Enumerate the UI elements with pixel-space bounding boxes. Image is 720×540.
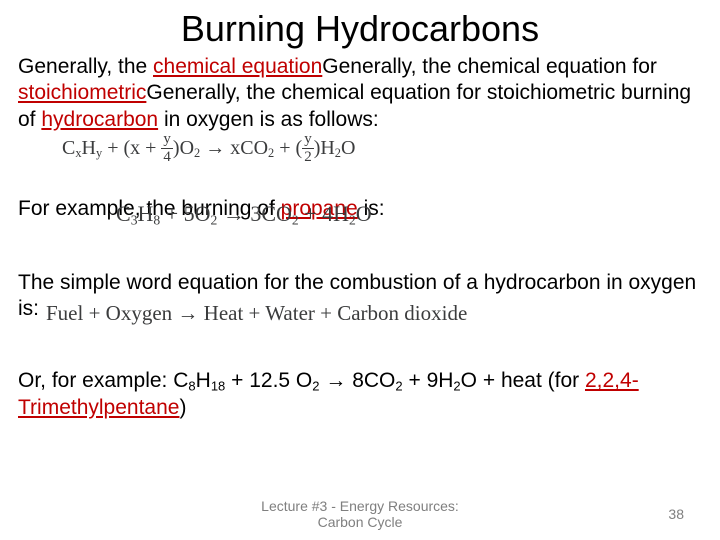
eq-txt: C: [116, 201, 131, 226]
eq-txt: H: [82, 137, 96, 159]
equation-word: Fuel + Oxygen → Heat + Water + Carbon di…: [46, 300, 702, 326]
sub: 2: [312, 379, 319, 394]
footer: Lecture #3 - Energy Resources: Carbon Cy…: [0, 498, 720, 530]
eq-txt: )H: [314, 137, 335, 159]
eq-txt: + 5O: [160, 201, 210, 226]
slide-title: Burning Hydrocarbons: [0, 0, 720, 50]
text-run: Or, for example: C: [18, 369, 188, 392]
eq-txt: + (x +: [102, 137, 161, 159]
eq-frac: y2: [302, 132, 314, 165]
eq-frac: y4: [161, 132, 173, 165]
text-run: → 8CO: [320, 369, 396, 392]
sub: 8: [188, 379, 195, 394]
eq-sub: 2: [292, 212, 299, 227]
text-run: Generally, the chemical equation for: [322, 55, 657, 78]
eq-den: 2: [302, 149, 314, 165]
footer-line1: Lecture #3 - Energy Resources:: [0, 498, 720, 514]
eq-den: 4: [161, 149, 173, 165]
text-run: H: [196, 369, 211, 392]
example-paragraph: Or, for example: C8H18 + 12.5 O2 → 8CO2 …: [18, 368, 702, 421]
eq-sub: 2: [349, 212, 356, 227]
eq-num: y: [161, 132, 173, 149]
eq-txt: O: [356, 201, 372, 226]
sub: 2: [453, 379, 460, 394]
eq-sub: 3: [131, 212, 138, 227]
eq-txt: → 3CO: [217, 201, 292, 226]
text-run: O + heat (for: [461, 369, 585, 392]
eq-txt: → xCO: [200, 137, 268, 159]
intro-paragraph: Generally, the chemical equationGenerall…: [18, 54, 702, 166]
eq-num: y: [302, 132, 314, 149]
text-run: in oxygen is as follows:: [158, 108, 379, 131]
equation-general: CxHy + (x + y4)O2 → xCO2 + (y2)H2O: [62, 133, 355, 166]
eq-txt: C: [62, 137, 75, 159]
propane-section: For example, the burning of propane is: …: [18, 196, 702, 228]
text-run: Generally, the: [18, 55, 153, 78]
word-eq-section: The simple word equation for the combust…: [18, 270, 702, 327]
link-chemical-equation[interactable]: chemical equation: [153, 55, 322, 78]
link-stoichiometric[interactable]: stoichiometric: [18, 81, 146, 104]
text-run: + 9H: [403, 369, 454, 392]
text-run: + 12.5 O: [225, 369, 312, 392]
slide: Burning Hydrocarbons Generally, the chem…: [0, 0, 720, 540]
slide-body: Generally, the chemical equationGenerall…: [0, 50, 720, 421]
footer-line2: Carbon Cycle: [0, 514, 720, 530]
eq-txt: + 4H: [299, 201, 349, 226]
eq-txt: )O: [173, 137, 194, 159]
eq-txt: + (: [274, 137, 302, 159]
equation-propane: C3H8 + 5O2 → 3CO2 + 4H2O: [116, 200, 702, 228]
eq-txt: H: [138, 201, 154, 226]
sub: 18: [211, 379, 225, 394]
sub: 2: [395, 379, 402, 394]
eq-txt: O: [341, 137, 355, 159]
text-run: ): [179, 396, 186, 419]
page-number: 38: [668, 506, 684, 522]
link-hydrocarbon[interactable]: hydrocarbon: [41, 108, 158, 131]
